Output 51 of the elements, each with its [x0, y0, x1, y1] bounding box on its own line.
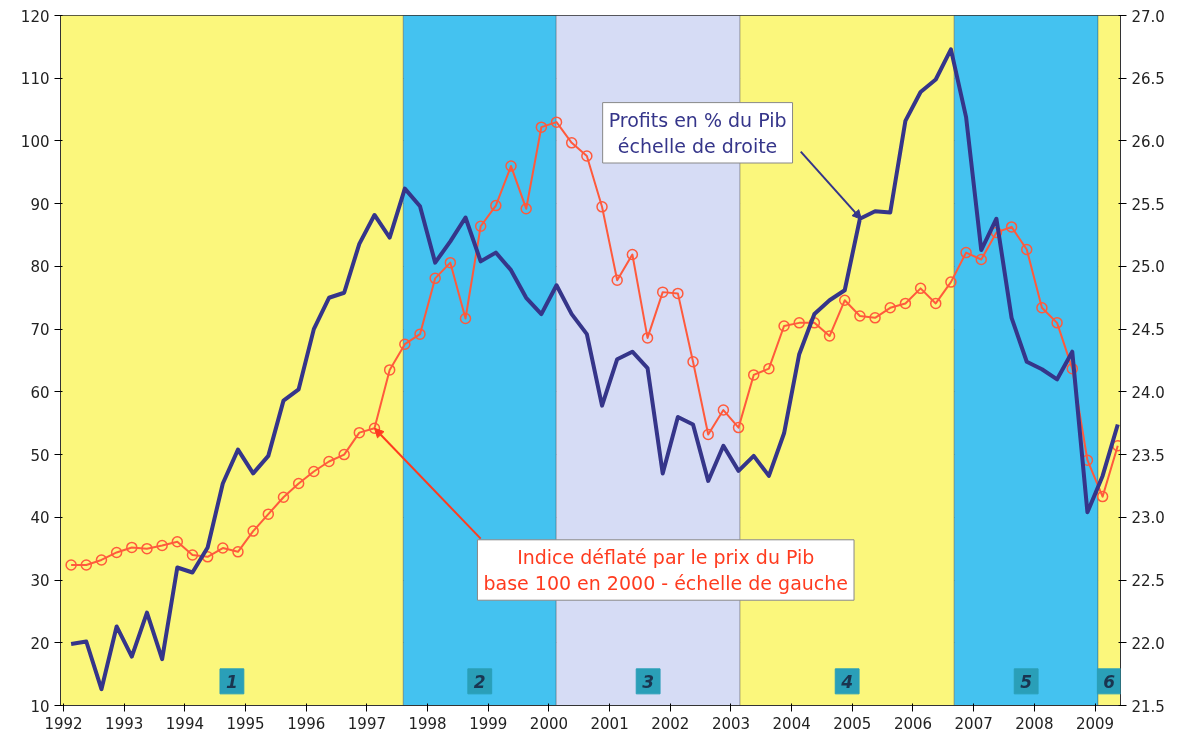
band-label: 2: [473, 671, 486, 692]
band-label: 5: [1020, 671, 1033, 692]
y2-tick-label: 21.5: [1131, 697, 1165, 716]
y-tick-label: 110: [20, 70, 50, 89]
y-tick-label: 120: [20, 7, 50, 26]
x-tick-label: 2007: [954, 714, 993, 733]
band-label: 3: [642, 671, 655, 692]
y2-tick-label: 25.0: [1131, 258, 1165, 277]
y2-tick-label: 27.0: [1131, 7, 1165, 26]
y-tick-label: 40: [30, 509, 50, 528]
x-tick-label: 1995: [226, 714, 265, 733]
band-label: 6: [1103, 671, 1116, 692]
x-tick-label: 2009: [1075, 714, 1115, 733]
y2-tick-label: 25.5: [1131, 195, 1165, 214]
x-tick-label: 2006: [893, 714, 933, 733]
y-tick-label: 10: [30, 697, 50, 716]
line-series: [69, 47, 1120, 692]
x-tick-label: 2004: [772, 714, 811, 733]
band-label: 4: [840, 671, 854, 692]
x-tick-label: 2002: [651, 714, 690, 733]
x-tick-label: 1997: [347, 714, 387, 733]
y2-tick-label: 23.0: [1131, 509, 1165, 528]
y-tick-label: 100: [20, 132, 50, 151]
annotation: Profits en % du Pib échelle de droite: [608, 108, 787, 157]
x-tick-label: 2000: [529, 714, 569, 733]
x-tick-label: 2001: [590, 714, 629, 733]
y2-tick-label: 24.5: [1131, 321, 1165, 340]
y-tick-label: 90: [30, 195, 50, 214]
x-tick-label: 2005: [833, 714, 872, 733]
y-tick-label: 50: [30, 446, 50, 465]
y-tick-label: 20: [30, 634, 50, 653]
x-tick-label: 1999: [469, 714, 508, 733]
y-tick-label: 30: [30, 572, 50, 591]
x-tick-label: 1992: [44, 714, 83, 733]
x-tick-label: 2008: [1015, 714, 1054, 733]
annotation: Indice déflaté par le prix du Pib base 100 en 2000 - échelle de gauche: [483, 545, 849, 595]
y2-tick-label: 23.5: [1131, 446, 1165, 465]
x-tick-label: 2003: [711, 714, 751, 733]
x-tick-label: 1994: [165, 714, 204, 733]
y-tick-label: 60: [30, 383, 50, 402]
y2-tick-label: 26.0: [1131, 132, 1165, 151]
x-tick-label: 1996: [287, 714, 326, 733]
y-tick-label: 70: [30, 321, 50, 340]
y2-tick-label: 24.0: [1131, 383, 1165, 402]
y2-tick-label: 22.0: [1131, 634, 1165, 653]
x-tick-label: 1993: [105, 714, 144, 733]
y2-tick-label: 22.5: [1131, 572, 1165, 591]
x-tick-label: 1998: [408, 714, 447, 733]
y-tick-label: 80: [30, 258, 50, 277]
y2-tick-label: 26.5: [1131, 70, 1165, 89]
band-label: 1: [225, 671, 238, 692]
